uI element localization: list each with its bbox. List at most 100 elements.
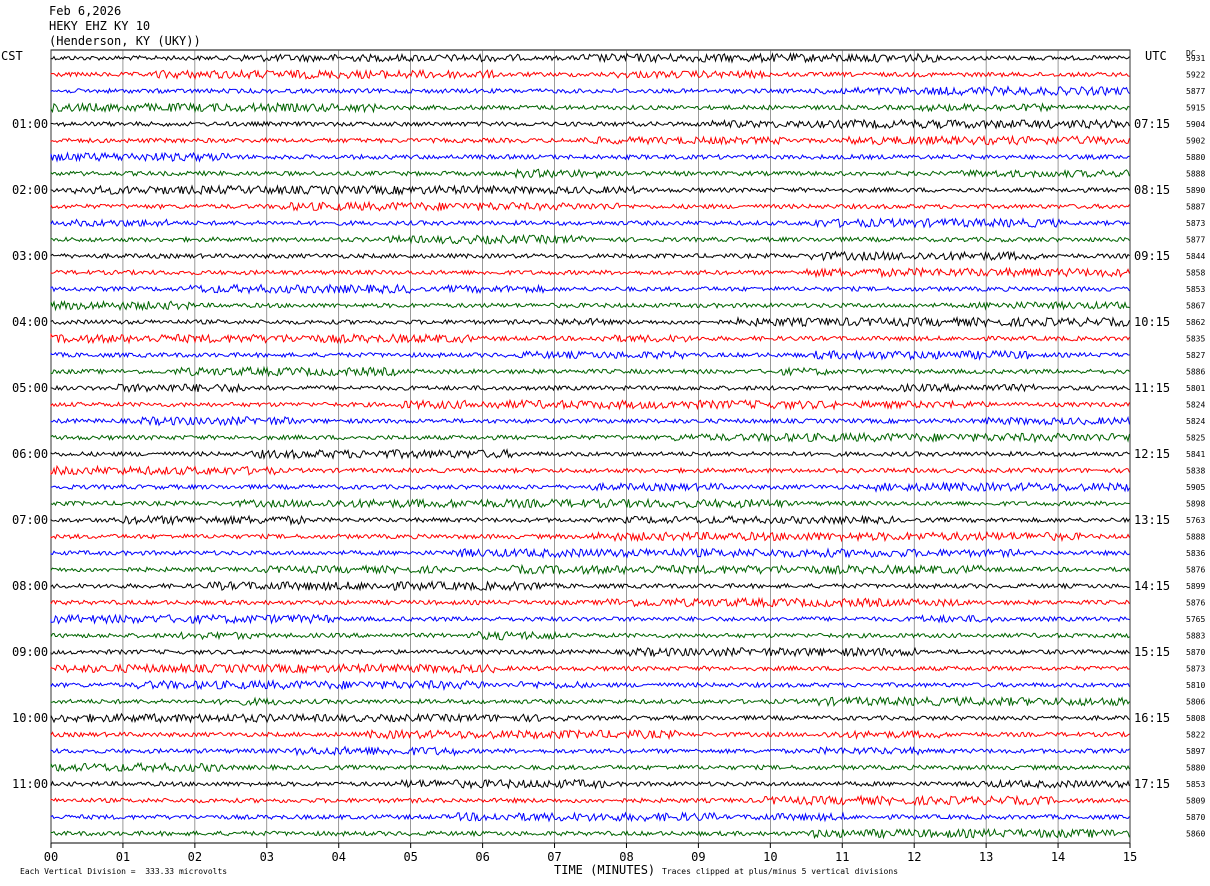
dc-offset-label: 5890: [1186, 186, 1205, 195]
dc-offset-label: 5888: [1186, 170, 1205, 179]
utc-time-label: 11:15: [1134, 381, 1170, 395]
utc-time-label: 10:15: [1134, 315, 1170, 329]
plot-frame: [50, 49, 1131, 844]
cst-time-label: 10:00: [12, 711, 48, 725]
trace-row: [50, 168, 1130, 180]
trace-row: [50, 151, 1130, 163]
trace-row: [50, 481, 1130, 493]
trace-row: [50, 728, 1130, 741]
trace-row: [50, 547, 1130, 559]
dc-offset-label: 5887: [1186, 203, 1205, 212]
trace-row: [50, 118, 1130, 130]
dc-offset-label: 5824: [1186, 417, 1205, 426]
dc-offset-label: 5886: [1186, 368, 1205, 377]
trace-row: [50, 398, 1130, 411]
trace-row: [50, 85, 1130, 97]
x-tick-label: 13: [979, 850, 993, 864]
cst-time-label: 09:00: [12, 645, 48, 659]
trace-row: [50, 200, 1130, 212]
dc-offset-label: 5836: [1186, 549, 1205, 558]
dc-offset-label: 5922: [1186, 71, 1205, 80]
x-tick-label: 14: [1051, 850, 1065, 864]
trace-row: [50, 662, 1130, 675]
trace-row: [50, 184, 1130, 196]
dc-offset-label: 5763: [1186, 516, 1205, 525]
trace-row: [50, 332, 1130, 345]
x-tick-label: 09: [691, 850, 705, 864]
dc-offset-label: 5825: [1186, 434, 1205, 443]
dc-offset-label: 5827: [1186, 351, 1205, 360]
trace-row: [50, 51, 1130, 64]
cst-time-label: 05:00: [12, 381, 48, 395]
trace-row: [50, 250, 1130, 262]
cst-time-label: 04:00: [12, 315, 48, 329]
cst-time-label: 02:00: [12, 183, 48, 197]
dc-offset-label: 5899: [1186, 582, 1205, 591]
cst-axis-title: CST: [1, 49, 23, 63]
cst-time-label: 01:00: [12, 117, 48, 131]
trace-row: [50, 447, 1130, 460]
dc-offset-label: 5904: [1186, 120, 1205, 129]
trace-row: [50, 678, 1130, 691]
dc-offset-label: 5835: [1186, 335, 1205, 344]
dc-offset-label: 5888: [1186, 533, 1205, 542]
station-label: HEKY EHZ KY 10: [49, 19, 151, 33]
location-label: (Henderson, KY (UKY)): [49, 34, 201, 48]
trace-row: [50, 217, 1130, 229]
utc-axis-title: UTC: [1145, 49, 1167, 63]
utc-time-label: 14:15: [1134, 579, 1170, 593]
dc-offset-label: 5824: [1186, 401, 1205, 410]
x-tick-label: 05: [403, 850, 417, 864]
dc-offset-label: 5877: [1186, 236, 1205, 245]
utc-time-label: 08:15: [1134, 183, 1170, 197]
dc-offset-label: 5880: [1186, 764, 1205, 773]
trace-row: [50, 68, 1130, 80]
trace-row: [50, 761, 1130, 774]
dc-offset-label: 5873: [1186, 219, 1205, 228]
x-tick-label: 02: [188, 850, 202, 864]
cst-time-label: 03:00: [12, 249, 48, 263]
trace-row: [50, 266, 1130, 279]
trace-row: [50, 233, 1130, 245]
scale-note: Each Vertical Division = 333.33 microvol…: [20, 867, 228, 876]
dc-offset-label: 5765: [1186, 615, 1205, 624]
dc-offset-label: 5810: [1186, 681, 1205, 690]
x-tick-label: 08: [619, 850, 633, 864]
trace-row: [50, 315, 1130, 328]
trace-row: [50, 596, 1130, 609]
trace-row: [50, 365, 1130, 378]
trace-row: [50, 778, 1130, 790]
dc-offset-label: 5808: [1186, 714, 1205, 723]
trace-row: [50, 530, 1130, 543]
trace-row: [50, 134, 1130, 147]
trace-row: [50, 646, 1130, 658]
dc-offset-label: 5880: [1186, 153, 1205, 162]
trace-row: [50, 415, 1130, 427]
dc-offset-label: 5897: [1186, 747, 1205, 756]
x-tick-label: 11: [835, 850, 849, 864]
dc-offset-label: 5853: [1186, 780, 1205, 789]
dc-offset-label: 5844: [1186, 252, 1205, 261]
dc-offset-label: 5883: [1186, 632, 1205, 641]
trace-row: [50, 794, 1130, 807]
dc-offset-label: 5898: [1186, 500, 1205, 509]
dc-offset-label: 5876: [1186, 566, 1205, 575]
utc-time-label: 16:15: [1134, 711, 1170, 725]
trace-row: [50, 299, 1130, 312]
trace-row: [50, 630, 1130, 641]
trace-row: [50, 382, 1130, 394]
trace-row: [50, 827, 1130, 840]
dc-offset-label: 5853: [1186, 285, 1205, 294]
cst-time-label: 08:00: [12, 579, 48, 593]
utc-time-label: 07:15: [1134, 117, 1170, 131]
utc-time-label: 09:15: [1134, 249, 1170, 263]
dc-offset-label: 5873: [1186, 665, 1205, 674]
dc-offset-label: 5931: [1186, 54, 1205, 63]
trace-row: [50, 431, 1130, 444]
dc-offset-label: 5806: [1186, 698, 1205, 707]
trace-row: [50, 695, 1130, 707]
dc-offset-label: 5858: [1186, 269, 1205, 278]
date-label: Feb 6,2026: [49, 4, 122, 18]
utc-time-label: 13:15: [1134, 513, 1170, 527]
